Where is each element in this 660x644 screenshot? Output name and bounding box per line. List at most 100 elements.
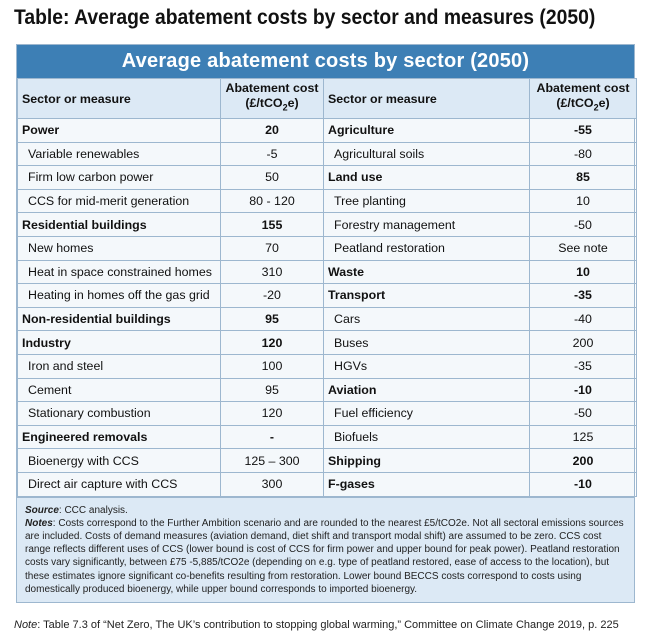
abatement-table-panel: Average abatement costs by sector (2050)… [16, 44, 637, 603]
notes-text: : Costs correspond to the Further Ambiti… [25, 517, 624, 595]
table-row: Stationary combustion 120 Fuel efficiency -… [17, 401, 637, 426]
right-sector-cell: Agriculture [323, 118, 530, 143]
footer-note-text: : Table 7.3 of “Net Zero, The UK’s contr… [37, 619, 619, 631]
left-sector-cell: Firm low carbon power [17, 165, 221, 190]
table-row: Variable renewables -5 Agricultural soils -… [17, 141, 637, 167]
right-sector-cell: Waste [323, 259, 530, 285]
table-row: Cement 95 Aviation -10 [17, 377, 637, 403]
table-row: Firm low carbon power 50 Land use 85 [17, 165, 637, 190]
table-row: Industry 120 Buses 200 [17, 330, 637, 355]
right-cost-cell: -55 [529, 118, 637, 143]
left-cost-cell: 70 [220, 235, 324, 261]
left-sector-cell: Stationary combustion [17, 401, 221, 426]
right-sector-cell: Peatland restoration [323, 235, 530, 261]
left-cost-cell: 100 [220, 353, 324, 379]
right-sector-cell: Tree planting [323, 188, 530, 214]
right-cost-cell: -10 [529, 471, 637, 497]
cost-header-prefix: (£/tCO [556, 96, 594, 111]
cost-header-sub: 2 [282, 102, 288, 113]
footer-note: Note: Table 7.3 of “Net Zero, The UK’s c… [14, 619, 619, 631]
table-row: Engineered removals - Biofuels 125 [17, 424, 637, 450]
column-header-sector-left: Sector or measure [17, 78, 221, 119]
table-row: CCS for mid-merit generation 80 - 120 Tree… [17, 188, 637, 214]
right-cost-cell: 200 [529, 330, 637, 355]
table-row: New homes 70 Peatland restoration See note [17, 235, 637, 261]
table-row: Heating in homes off the gas grid -20 Tran… [17, 283, 637, 308]
left-cost-cell: -5 [220, 141, 324, 167]
right-cost-cell: 10 [529, 259, 637, 285]
left-cost-cell: 310 [220, 259, 324, 285]
source-label: Source [25, 504, 59, 516]
right-cost-cell: -40 [529, 306, 637, 332]
left-cost-cell: 20 [220, 118, 324, 143]
left-sector-cell: CCS for mid-merit generation [17, 188, 221, 214]
left-cost-cell: 95 [220, 306, 324, 332]
right-cost-cell: See note [529, 235, 637, 261]
left-sector-cell: Direct air capture with CCS [17, 471, 221, 497]
table-notes: Source: CCC analysis. Notes: Costs corre… [17, 496, 634, 602]
right-sector-cell: Buses [323, 330, 530, 355]
cost-header-suffix: e) [598, 96, 610, 111]
left-sector-cell: Industry [17, 330, 221, 355]
left-cost-cell: 125 – 300 [220, 448, 324, 473]
left-sector-cell: Power [17, 118, 221, 143]
left-cost-cell: 120 [220, 330, 324, 355]
right-cost-cell: -80 [529, 141, 637, 167]
left-sector-cell: Non-residential buildings [17, 306, 221, 332]
left-sector-cell: Heat in space constrained homes [17, 259, 221, 285]
notes-label: Notes [25, 517, 53, 529]
page-heading: Table: Average abatement costs by sector… [14, 6, 596, 29]
table-row: Bioenergy with CCS 125 – 300 Shipping 200 [17, 448, 637, 473]
table-banner: Average abatement costs by sector (2050) [17, 45, 634, 78]
right-sector-cell: Transport [323, 283, 530, 308]
right-sector-cell: HGVs [323, 353, 530, 379]
right-sector-cell: Aviation [323, 377, 530, 403]
left-sector-cell: Residential buildings [17, 212, 221, 237]
cost-header-line1: Abatement cost [225, 81, 319, 96]
footer-note-label: Note [14, 619, 38, 631]
table-row: Heat in space constrained homes 310 Waste 1… [17, 259, 637, 285]
right-sector-cell: Agricultural soils [323, 141, 530, 167]
right-sector-cell: Land use [323, 165, 530, 190]
right-sector-cell: Shipping [323, 448, 530, 473]
left-sector-cell: Variable renewables [17, 141, 221, 167]
cost-header-prefix: (£/tCO [245, 96, 283, 111]
table-row: Non-residential buildings 95 Cars -40 [17, 306, 637, 332]
right-cost-cell: -35 [529, 283, 637, 308]
table-row: Direct air capture with CCS 300 F-gases -10 [17, 471, 637, 497]
left-cost-cell: 95 [220, 377, 324, 403]
right-cost-cell: 85 [529, 165, 637, 190]
left-cost-cell: - [220, 424, 324, 450]
table-row: Residential buildings 155 Forestry managem… [17, 212, 637, 237]
right-cost-cell: -10 [529, 377, 637, 403]
left-cost-cell: 50 [220, 165, 324, 190]
left-sector-cell: Iron and steel [17, 353, 221, 379]
left-cost-cell: 120 [220, 401, 324, 426]
table-body: Power 20 Agriculture -55 Variable renewables… [17, 118, 637, 497]
right-cost-cell: -35 [529, 353, 637, 379]
right-cost-cell: -50 [529, 401, 637, 426]
left-cost-cell: -20 [220, 283, 324, 308]
right-sector-cell: Biofuels [323, 424, 530, 450]
left-sector-cell: Engineered removals [17, 424, 221, 450]
table-row: Power 20 Agriculture -55 [17, 118, 637, 143]
right-sector-cell: F-gases [323, 471, 530, 497]
column-header-cost-right: Abatement cost (£/tCO2e) [529, 78, 637, 119]
cost-header-sub: 2 [593, 102, 599, 113]
right-sector-cell: Cars [323, 306, 530, 332]
right-cost-cell: 200 [529, 448, 637, 473]
right-cost-cell: -50 [529, 212, 637, 237]
cost-header-suffix: e) [287, 96, 299, 111]
table-row: Iron and steel 100 HGVs -35 [17, 353, 637, 379]
table-header-row: Sector or measure Abatement cost (£/tCO2… [17, 78, 637, 119]
left-cost-cell: 80 - 120 [220, 188, 324, 214]
cost-header-line1: Abatement cost [536, 81, 630, 96]
left-sector-cell: Heating in homes off the gas grid [17, 283, 221, 308]
left-cost-cell: 300 [220, 471, 324, 497]
column-header-sector-right: Sector or measure [323, 78, 530, 119]
source-text: : CCC analysis. [58, 504, 128, 516]
right-cost-cell: 125 [529, 424, 637, 450]
left-sector-cell: New homes [17, 235, 221, 261]
left-sector-cell: Bioenergy with CCS [17, 448, 221, 473]
column-header-cost-left: Abatement cost (£/tCO2e) [220, 78, 324, 119]
